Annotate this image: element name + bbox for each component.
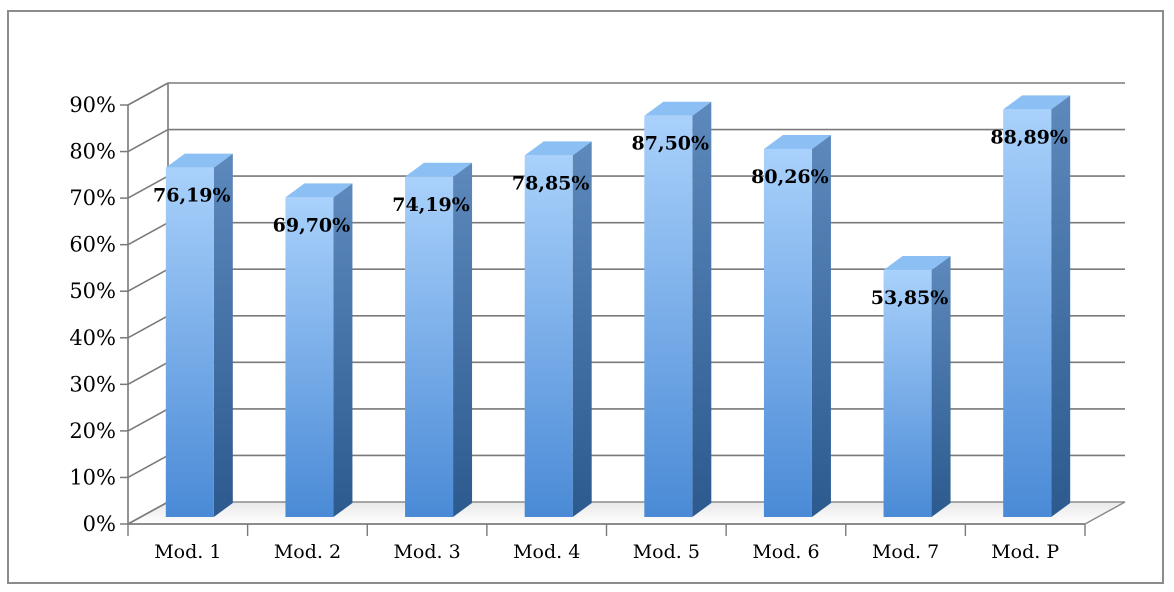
bar-side — [572, 141, 592, 517]
data-label: 87,50% — [632, 133, 710, 155]
gridline-depth — [127, 454, 169, 479]
gridlines — [127, 82, 1126, 525]
y-tick-label: 70% — [69, 186, 116, 210]
bar-side — [931, 256, 951, 517]
bar — [1003, 95, 1071, 517]
labels: 0% 10% 20% 30% 40% 50% 60% 70% 80% 90% 76,19% Mod. … — [69, 93, 1068, 563]
bar-front — [524, 155, 573, 517]
bar-front — [644, 115, 693, 518]
y-tick-label: 50% — [69, 279, 116, 303]
data-label: 69,70% — [273, 214, 351, 236]
bar-top — [644, 101, 712, 116]
y-tick-label: 0% — [83, 512, 116, 536]
bar — [285, 183, 353, 517]
gridline-depth — [127, 82, 169, 106]
bar — [763, 134, 831, 517]
y-tick-label: 80% — [69, 140, 116, 164]
bar-front — [1003, 109, 1052, 517]
gridline-depth — [127, 128, 169, 153]
bar-side — [453, 162, 473, 517]
chart-floor — [127, 501, 1126, 525]
y-tick-label: 10% — [69, 465, 116, 489]
data-label: 80,26% — [751, 166, 829, 188]
bar-side — [692, 101, 712, 518]
y-tick-label: 40% — [69, 326, 116, 350]
bar-top — [285, 183, 353, 198]
x-tick-label: Mod. 6 — [752, 541, 819, 563]
x-tick-label: Mod. 5 — [633, 541, 700, 563]
bar — [883, 256, 951, 517]
bar-side — [333, 183, 353, 517]
bar-top — [524, 141, 592, 156]
x-tick-label: Mod. P — [991, 541, 1059, 563]
y-tick-label: 90% — [69, 93, 116, 117]
bar-front — [405, 176, 454, 517]
bar-top — [405, 162, 473, 177]
gridline-depth — [127, 268, 169, 292]
gridline-depth — [127, 315, 169, 339]
gridline-depth — [127, 361, 169, 386]
y-tick-label: 30% — [69, 372, 116, 396]
gridline-depth — [127, 408, 169, 432]
bar-side — [213, 153, 233, 517]
x-tick-label: Mod. 3 — [393, 541, 460, 563]
data-label: 88,89% — [990, 126, 1068, 148]
data-label: 53,85% — [871, 287, 949, 309]
data-label: 74,19% — [392, 194, 470, 216]
bar-front — [883, 270, 932, 517]
bar-top — [165, 153, 233, 168]
bar-side — [811, 134, 831, 517]
bars — [165, 95, 1071, 518]
bar-side — [1051, 95, 1071, 517]
data-label: 76,19% — [153, 185, 231, 207]
data-label: 78,85% — [512, 172, 590, 194]
y-tick-label: 60% — [69, 233, 116, 257]
bar — [165, 153, 233, 517]
bar-top — [763, 134, 831, 149]
gridline-depth — [127, 501, 169, 525]
x-tick-label: Mod. 7 — [872, 541, 939, 563]
x-tick-label: Mod. 4 — [513, 541, 580, 563]
x-tick-label: Mod. 1 — [154, 541, 221, 563]
x-tick-label: Mod. 2 — [274, 541, 341, 563]
bar-front — [285, 197, 334, 517]
gridline-depth — [127, 221, 169, 246]
bar — [524, 141, 592, 517]
bar — [405, 162, 473, 517]
bar-top — [1003, 95, 1071, 110]
bar — [644, 101, 712, 518]
y-tick-label: 20% — [69, 419, 116, 443]
bar-front — [763, 148, 812, 517]
bar-front — [165, 167, 214, 517]
bar-top — [883, 256, 951, 271]
gridline-depth — [127, 175, 169, 199]
